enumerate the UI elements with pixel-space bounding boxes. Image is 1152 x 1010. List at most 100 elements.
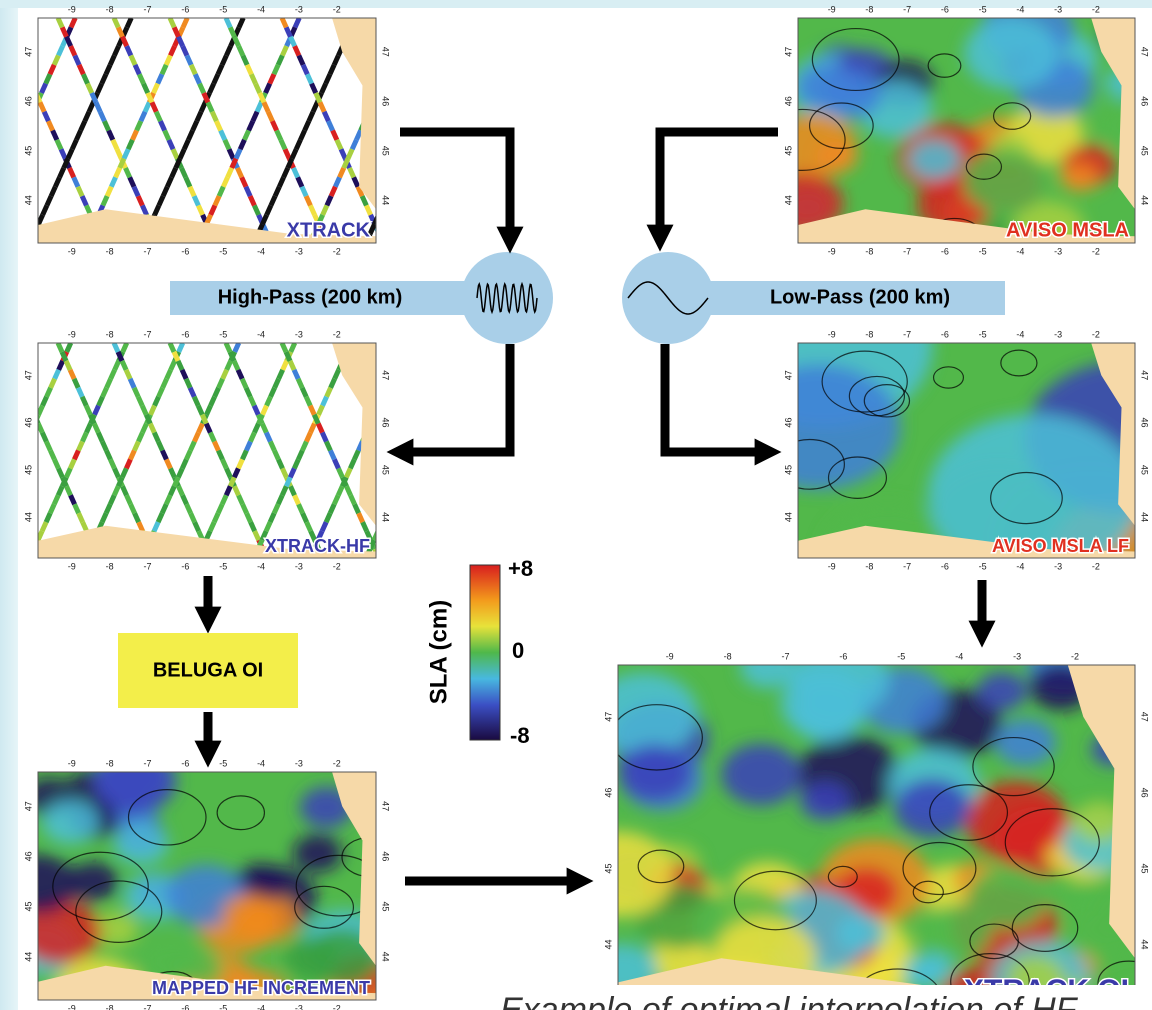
panel-label: XTRACK-HF — [265, 536, 370, 556]
lon-tick: -5 — [979, 246, 987, 256]
lon-tick: -2 — [333, 4, 341, 14]
lon-tick: -5 — [219, 246, 227, 256]
field-blob — [995, 719, 1056, 766]
lat-tick: 45 — [1140, 864, 1150, 874]
lon-tick: -3 — [295, 246, 303, 256]
filter-label: Low-Pass (200 km) — [770, 286, 950, 308]
lon-tick: -9 — [68, 4, 76, 14]
field-blob — [908, 139, 961, 180]
page: High-Pass (200 km) Low-Pass (200 km) BEL… — [0, 0, 1152, 1010]
lon-tick: -6 — [181, 1003, 189, 1010]
lat-tick: 47 — [23, 370, 33, 380]
lat-tick: 46 — [1140, 418, 1150, 428]
field-blob — [618, 745, 691, 801]
lat-tick: 44 — [23, 952, 33, 962]
lat-tick: 46 — [23, 851, 33, 861]
field-blob — [284, 937, 339, 979]
lat-tick: 44 — [603, 939, 613, 949]
map-panel: -9-9-8-8-7-7-6-6-5-5-4-4-3-3-2-247474646… — [0, 745, 400, 1010]
lon-tick: -9 — [828, 246, 836, 256]
lat-tick: 44 — [783, 195, 793, 205]
lat-tick: 47 — [23, 47, 33, 57]
lat-tick: 47 — [381, 47, 391, 57]
lon-tick: -4 — [257, 246, 265, 256]
lon-tick: -4 — [1016, 329, 1024, 339]
field-blob — [293, 834, 342, 872]
lon-tick: -9 — [828, 4, 836, 14]
lat-tick: 46 — [1140, 96, 1150, 106]
lon-tick: -4 — [1016, 4, 1024, 14]
field-blob — [721, 744, 801, 806]
lon-tick: -5 — [897, 651, 905, 661]
field-blob — [799, 781, 850, 820]
colorbar — [470, 565, 500, 740]
lat-tick: 44 — [1140, 939, 1150, 949]
lon-tick: -8 — [865, 4, 873, 14]
map-content — [0, 745, 400, 1010]
lat-tick: 45 — [381, 465, 391, 475]
field-blob — [836, 913, 886, 951]
lon-tick: -3 — [295, 758, 303, 768]
lon-tick: -3 — [1054, 561, 1062, 571]
lat-tick: 45 — [603, 864, 613, 874]
lon-tick: -8 — [106, 329, 114, 339]
lon-tick: -5 — [219, 329, 227, 339]
field-blob — [822, 72, 882, 119]
panel-label: MAPPED HF INCREMENT — [152, 978, 370, 998]
lat-tick: 46 — [603, 788, 613, 798]
lon-tick: -4 — [257, 4, 265, 14]
lon-tick: -8 — [865, 329, 873, 339]
lon-tick: -2 — [1071, 651, 1079, 661]
lon-tick: -9 — [828, 329, 836, 339]
side-band — [0, 0, 18, 1010]
field-blob — [1061, 163, 1098, 191]
lon-tick: -7 — [144, 561, 152, 571]
lon-tick: -2 — [1092, 246, 1100, 256]
lat-tick: 44 — [381, 195, 391, 205]
lon-tick: -8 — [865, 246, 873, 256]
lon-tick: -9 — [828, 561, 836, 571]
lon-tick: -6 — [941, 246, 949, 256]
lat-tick: 44 — [783, 512, 793, 522]
lon-tick: -8 — [106, 1003, 114, 1010]
lat-tick: 45 — [23, 465, 33, 475]
lon-tick: -7 — [903, 4, 911, 14]
colorbar-label: +8 — [508, 556, 533, 581]
lon-tick: -9 — [68, 758, 76, 768]
lon-tick: -5 — [219, 1003, 227, 1010]
lon-tick: -8 — [106, 4, 114, 14]
lon-tick: -7 — [144, 246, 152, 256]
lon-tick: -8 — [106, 758, 114, 768]
map-content — [562, 637, 1152, 1010]
lon-tick: -9 — [68, 561, 76, 571]
field-blob — [977, 672, 1028, 711]
lon-tick: -9 — [68, 329, 76, 339]
lon-tick: -2 — [1092, 329, 1100, 339]
lon-tick: -4 — [257, 1003, 265, 1010]
lon-tick: -2 — [1092, 4, 1100, 14]
lon-tick: -7 — [903, 561, 911, 571]
lon-tick: -2 — [333, 1003, 341, 1010]
lon-tick: -3 — [295, 329, 303, 339]
lon-tick: -2 — [1092, 561, 1100, 571]
lat-tick: 46 — [23, 418, 33, 428]
lat-tick: 47 — [23, 801, 33, 811]
lat-tick: 45 — [783, 465, 793, 475]
field-blob — [964, 17, 1057, 89]
filter-label: High-Pass (200 km) — [218, 286, 403, 308]
lat-tick: 45 — [23, 902, 33, 912]
lon-tick: -3 — [295, 1003, 303, 1010]
lon-tick: -6 — [181, 758, 189, 768]
lon-tick: -7 — [144, 329, 152, 339]
lon-tick: -8 — [865, 561, 873, 571]
caption: Example of optimal interpolation of HF — [500, 991, 1079, 1010]
panel-label: AVISO MSLA — [1006, 219, 1129, 241]
lat-tick: 47 — [1140, 712, 1150, 722]
lat-tick: 45 — [23, 146, 33, 156]
lon-tick: -8 — [724, 651, 732, 661]
lon-tick: -6 — [181, 4, 189, 14]
field-blob — [222, 893, 279, 936]
lon-tick: -2 — [333, 561, 341, 571]
lat-tick: 46 — [381, 418, 391, 428]
lat-tick: 47 — [381, 801, 391, 811]
